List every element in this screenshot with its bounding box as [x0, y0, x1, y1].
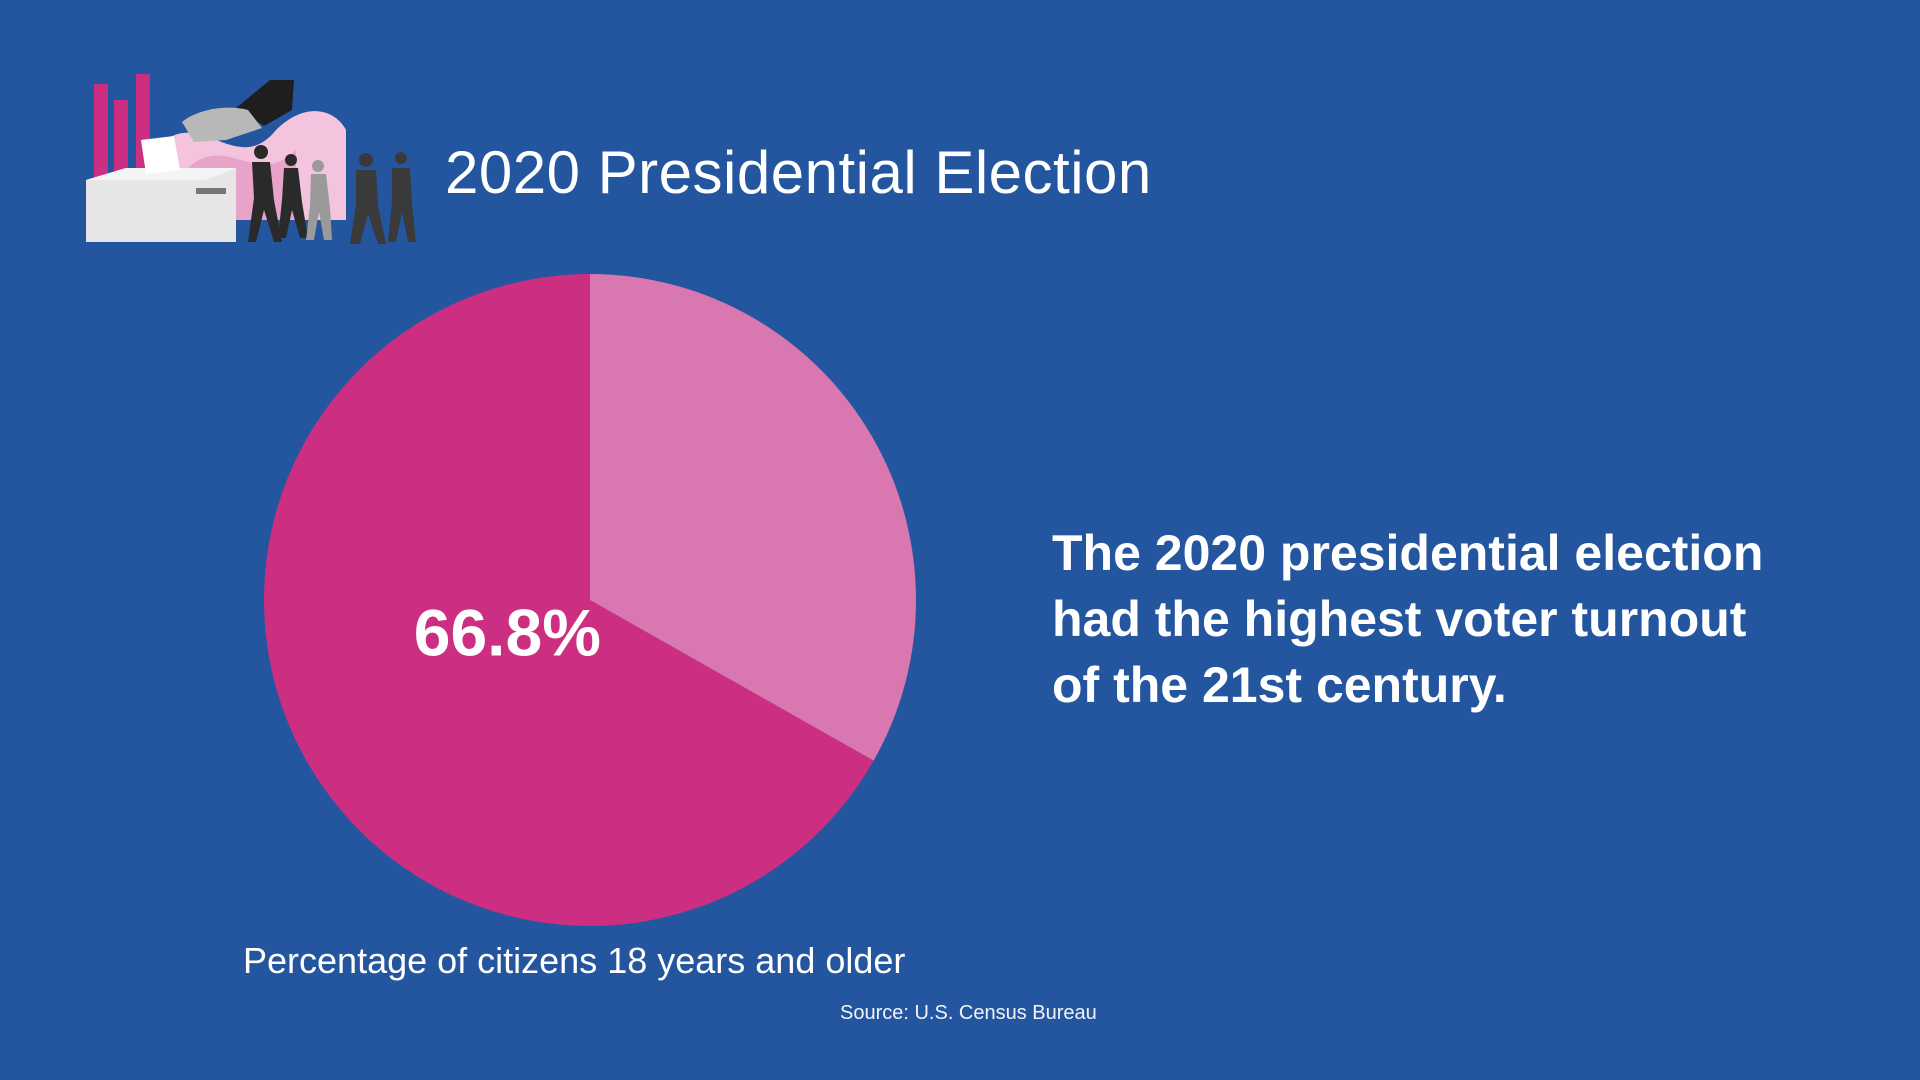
pie-slice-remainder [590, 274, 917, 761]
pie-slice-turnout [264, 274, 874, 926]
walking-people [248, 145, 308, 242]
pie-slice-label: 66.8% [414, 596, 601, 670]
collage-bar-1 [94, 84, 108, 202]
statement-line: of the 21st century. [1052, 657, 1507, 713]
source-note: Source: U.S. Census Bureau [840, 1002, 1097, 1024]
pie-caption: Percentage of citizens 18 years and olde… [243, 940, 906, 981]
pie-chart: 66.8% [262, 272, 918, 928]
hand [182, 107, 262, 142]
page-title: 2020 Presidential Election [445, 139, 1152, 206]
statement-line: had the highest voter turnout [1052, 591, 1747, 647]
voting-collage-illustration [86, 70, 422, 260]
turnout-statement: The 2020 presidential election had the h… [1052, 520, 1812, 718]
ballot-box [86, 168, 236, 242]
ballot-paper [141, 136, 180, 174]
statement-line: The 2020 presidential election [1052, 525, 1764, 581]
